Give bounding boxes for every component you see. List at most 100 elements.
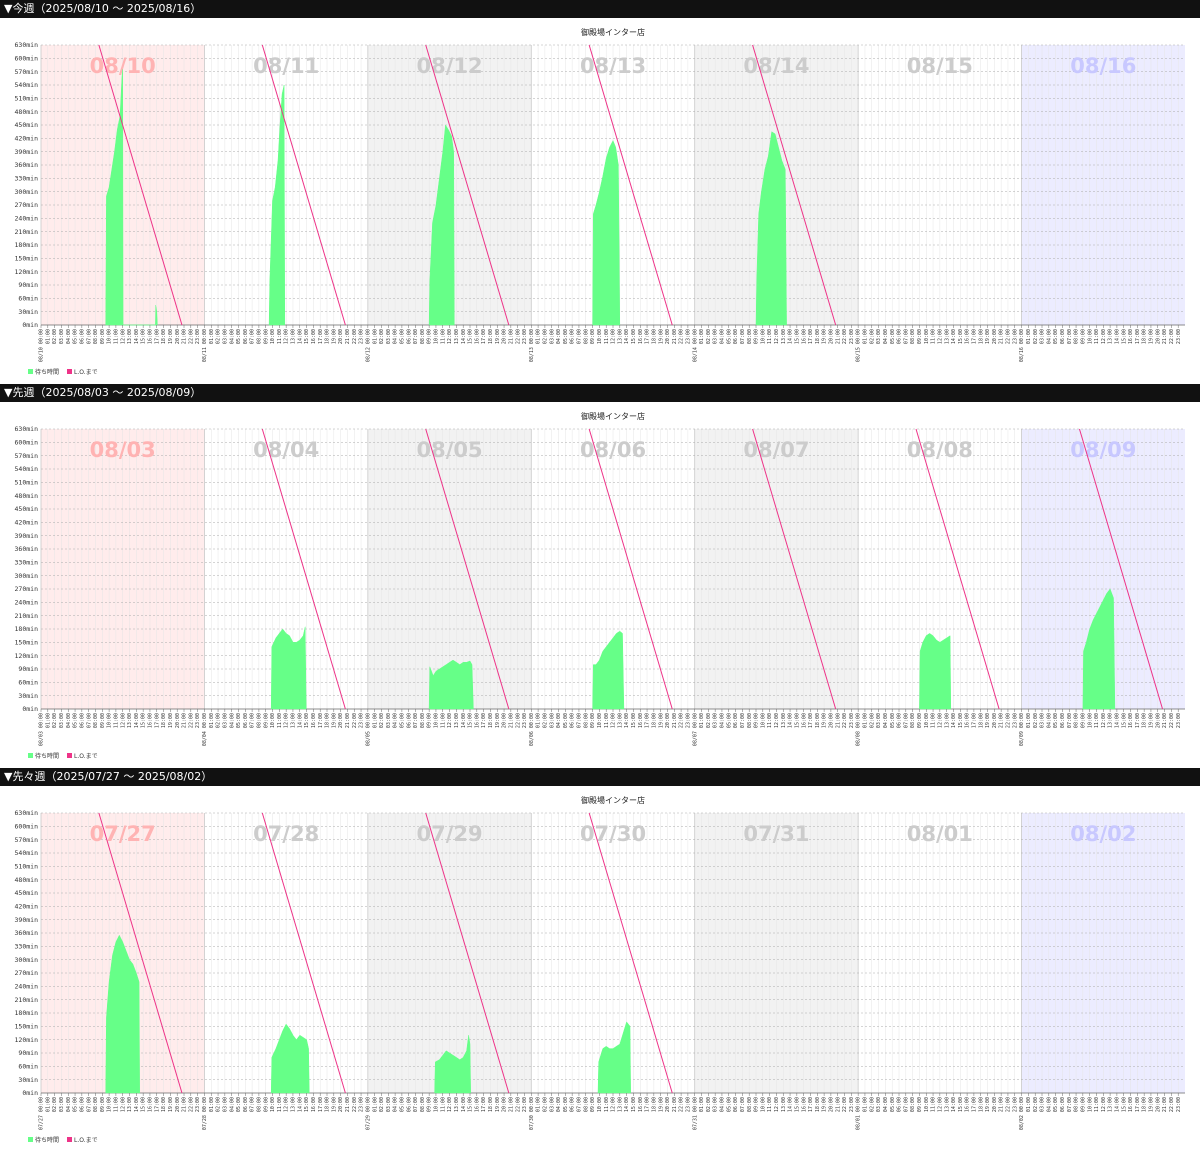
x-tick-label: 18:00 [325, 1097, 331, 1112]
y-tick-label: 150min [15, 1023, 39, 1031]
x-tick-label: 01:00 [863, 713, 869, 728]
x-tick-label: 18:00 [651, 1097, 657, 1112]
x-tick-label: 10:00 [597, 1097, 603, 1112]
x-tick-label: 07:00 [903, 1097, 909, 1112]
x-tick-label: 10:00 [924, 713, 930, 728]
x-tick-label: 18:00 [978, 1097, 984, 1112]
x-tick-label: 13:00 [617, 1097, 623, 1112]
x-tick-label: 19:00 [822, 329, 828, 344]
lo-line-day-2 [425, 812, 510, 1094]
x-tick-label: 11:00 [1094, 329, 1100, 344]
x-tick-label: 10:00 [1087, 1097, 1093, 1112]
x-tick-label: 22:00 [352, 713, 358, 728]
week-header-2[interactable]: ▼先々週（2025/07/27 ～ 2025/08/02） [0, 768, 1200, 786]
x-tick-label: 14:00 [461, 713, 467, 728]
wait-area-day-1 [270, 1023, 310, 1094]
x-tick-label: 17:00 [1135, 713, 1141, 728]
x-tick-label: 16:00 [311, 713, 317, 728]
x-tick-label: 19:00 [168, 713, 174, 728]
x-tick-label: 23:00 [522, 329, 528, 344]
x-tick-label: 07:00 [1067, 713, 1073, 728]
x-tick-label: 11:00 [931, 713, 937, 728]
x-tick-label: 11:00 [767, 713, 773, 728]
y-tick-label: 60min [18, 295, 38, 303]
day-label: 07/30 [580, 822, 646, 846]
x-tick-label: 08:00 [583, 1097, 589, 1112]
x-tick-label: 08:00 [910, 1097, 916, 1112]
x-tick-label: 23:00 [195, 329, 201, 344]
x-tick-label: 07:00 [740, 1097, 746, 1112]
legend-lo-label: L.O.まで [74, 1137, 98, 1144]
x-tick-label: 12:00 [447, 1097, 453, 1112]
x-tick-label: 21:00 [182, 713, 188, 728]
x-tick-label: 15:00 [794, 713, 800, 728]
lo-line-day-1 [261, 428, 346, 710]
x-tick-label: 10:00 [924, 1097, 930, 1112]
x-tick-label: 03:00 [222, 713, 228, 728]
y-tick-label: 570min [15, 452, 39, 460]
y-tick-label: 540min [15, 849, 39, 857]
x-tick-label: 17:00 [972, 329, 978, 344]
y-tick-label: 210min [15, 612, 39, 620]
x-tick-label: 11:00 [440, 329, 446, 344]
x-tick-label: 23:00 [1176, 713, 1182, 728]
week-header-1[interactable]: ▼先週（2025/08/03 ～ 2025/08/09） [0, 384, 1200, 402]
x-tick-label: 01:00 [863, 1097, 869, 1112]
x-tick-label: 14:00 [1115, 713, 1121, 728]
x-tick-label: 18:00 [1142, 713, 1148, 728]
x-tick-label: 07:00 [1067, 1097, 1073, 1112]
x-tick-label: 03:00 [1040, 329, 1046, 344]
x-tick-label: 03:00 [713, 713, 719, 728]
x-tick-label: 22:00 [1169, 329, 1175, 344]
x-tick-label: 11:00 [277, 329, 283, 344]
x-tick-label: 15:00 [631, 713, 637, 728]
x-tick-label: 09:00 [754, 713, 760, 728]
x-tick-label: 12:00 [120, 1097, 126, 1112]
x-tick-label: 05:00 [563, 329, 569, 344]
x-tick-label: 08/10 00:00 [39, 329, 45, 362]
x-tick-label: 04:00 [1046, 713, 1052, 728]
x-tick-label: 18:00 [488, 329, 494, 344]
day-label: 08/01 [907, 822, 973, 846]
day-label: 08/11 [253, 54, 319, 78]
lo-line-day-3 [588, 44, 673, 326]
x-tick-label: 01:00 [699, 329, 705, 344]
x-tick-label: 07:00 [86, 713, 92, 728]
legend-wait-label: 待ち時間 [35, 1136, 59, 1144]
x-tick-label: 03:00 [59, 329, 65, 344]
y-tick-label: 300min [15, 956, 39, 964]
x-tick-label: 15:00 [631, 1097, 637, 1112]
week-section-2: ▼先々週（2025/07/27 ～ 2025/08/02） 0min 30min 6… [0, 768, 1200, 1152]
wait-area-day-0 [105, 69, 158, 326]
x-tick-label: 12:00 [774, 329, 780, 344]
x-tick-label: 20:00 [175, 1097, 181, 1112]
wait-area-day-1 [270, 626, 307, 710]
x-tick-label: 21:00 [999, 329, 1005, 344]
x-tick-label: 08/02 00:00 [1019, 1097, 1025, 1130]
x-tick-label: 09:00 [1080, 713, 1086, 728]
x-tick-label: 03:00 [876, 713, 882, 728]
y-tick-label: 450min [15, 505, 39, 513]
week-header-0[interactable]: ▼今週（2025/08/10 ～ 2025/08/16） [0, 0, 1200, 18]
x-tick-label: 04:00 [229, 329, 235, 344]
y-tick-label: 510min [15, 95, 39, 103]
x-tick-label: 08/09 00:00 [1019, 713, 1025, 746]
x-tick-label: 17:00 [481, 713, 487, 728]
wait-area-day-2 [434, 1035, 471, 1094]
x-tick-label: 03:00 [59, 713, 65, 728]
x-tick-label: 21:00 [508, 1097, 514, 1112]
x-tick-label: 08:00 [93, 329, 99, 344]
y-tick-label: 360min [15, 161, 39, 169]
x-tick-label: 22:00 [1169, 1097, 1175, 1112]
x-tick-label: 08/06 00:00 [529, 713, 535, 746]
day-label: 08/12 [417, 54, 483, 78]
x-tick-label: 04:00 [393, 329, 399, 344]
week-section-0: ▼今週（2025/08/10 ～ 2025/08/16） 0min 30min 60… [0, 0, 1200, 384]
y-tick-label: 330min [15, 559, 39, 567]
x-tick-label: 05:00 [400, 713, 406, 728]
x-tick-label: 10:00 [760, 713, 766, 728]
x-tick-label: 06:00 [897, 1097, 903, 1112]
x-tick-label: 22:00 [679, 713, 685, 728]
day-label: 08/16 [1070, 54, 1136, 78]
x-tick-label: 02:00 [543, 713, 549, 728]
